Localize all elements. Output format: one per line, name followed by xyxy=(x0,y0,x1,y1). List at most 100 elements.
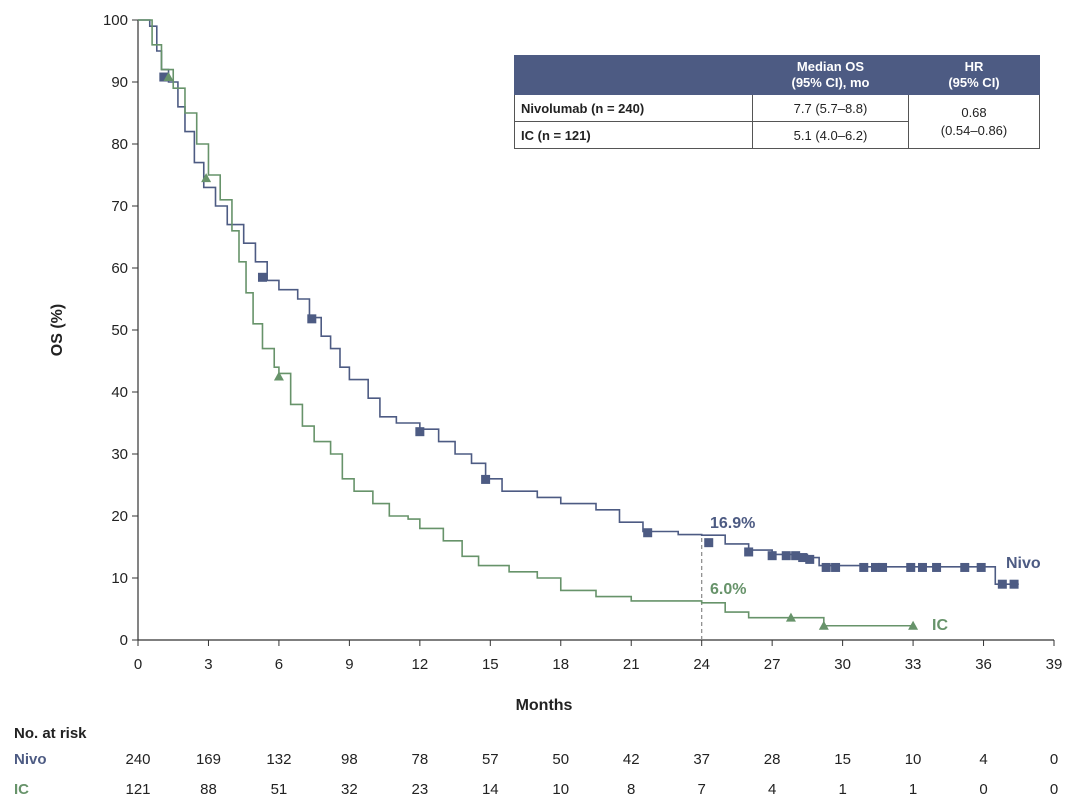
y-tick-label: 100 xyxy=(103,12,128,29)
risk-value: 78 xyxy=(412,751,429,768)
risk-value: 10 xyxy=(905,751,922,768)
censor-marker-square xyxy=(917,562,927,572)
risk-value: 4 xyxy=(768,781,776,798)
censor-marker-square xyxy=(906,562,916,572)
x-tick-label: 30 xyxy=(834,656,851,673)
table-row-median: 7.7 (5.7–8.8) xyxy=(752,94,909,122)
censor-marker-square xyxy=(791,551,801,561)
risk-value: 14 xyxy=(482,781,499,798)
table-header-row: Median OS (95% CI), mo HR (95% CI) xyxy=(514,55,1040,95)
censor-marker-square xyxy=(159,72,169,82)
censor-marker-triangle xyxy=(785,612,796,622)
hr-value: 0.68 xyxy=(961,104,987,120)
x-axis-title: Months xyxy=(516,697,573,714)
series-line-nivo xyxy=(138,19,1019,585)
series-layer xyxy=(138,19,1019,630)
annotation-ic-24mo: 6.0% xyxy=(710,581,746,598)
censor-marker-triangle xyxy=(908,620,919,630)
risk-value: 32 xyxy=(341,781,358,798)
y-tick-label: 10 xyxy=(111,570,128,587)
table-row-arm: IC (n = 121) xyxy=(514,121,753,149)
censor-marker-square xyxy=(781,551,791,561)
table-header-median-text: Median OS (95% CI), mo xyxy=(791,59,870,90)
table-row: IC (n = 121) 5.1 (4.0–6.2) xyxy=(514,121,1040,149)
table-header-hr: HR (95% CI) xyxy=(908,55,1040,95)
censor-marker-square xyxy=(997,579,1007,589)
risk-value: 98 xyxy=(341,751,358,768)
censor-marker-triangle xyxy=(273,371,284,381)
censor-marker-square xyxy=(821,562,831,572)
x-tick-label: 12 xyxy=(412,656,429,673)
censor-marker-triangle xyxy=(163,72,174,82)
censor-marker-square xyxy=(257,272,267,282)
series-line-ic xyxy=(138,19,914,627)
y-tick-label: 0 xyxy=(120,632,128,649)
risk-value: 0 xyxy=(1050,781,1058,798)
y-tick-label: 30 xyxy=(111,446,128,463)
x-tick-label: 6 xyxy=(275,656,283,673)
table-row: Nivolumab (n = 240) 7.7 (5.7–8.8) 0.68 (… xyxy=(514,94,1040,149)
risk-value: 51 xyxy=(271,781,288,798)
x-tick-label: 15 xyxy=(482,656,499,673)
censor-marker-square xyxy=(481,474,491,484)
x-tick-label: 18 xyxy=(552,656,569,673)
y-tick-label: 70 xyxy=(111,198,128,215)
x-tick-label: 39 xyxy=(1046,656,1063,673)
censor-marker-square xyxy=(767,551,777,561)
x-tick-label: 21 xyxy=(623,656,640,673)
risk-row-label-ic: IC xyxy=(14,781,29,798)
risk-value: 88 xyxy=(200,781,217,798)
risk-value: 169 xyxy=(196,751,221,768)
censor-marker-square xyxy=(1009,579,1019,589)
x-tick-label: 33 xyxy=(905,656,922,673)
y-tick-label: 50 xyxy=(111,322,128,339)
y-tick-label: 90 xyxy=(111,74,128,91)
y-tick-label: 80 xyxy=(111,136,128,153)
x-tick-label: 27 xyxy=(764,656,781,673)
risk-row-label-nivo: Nivo xyxy=(14,751,47,768)
table-header-hr-text: HR (95% CI) xyxy=(948,59,1000,90)
censor-marker-square xyxy=(960,562,970,572)
risk-value: 1 xyxy=(838,781,846,798)
y-tick-label: 20 xyxy=(111,508,128,525)
censor-marker-square xyxy=(831,562,841,572)
censor-marker-square xyxy=(805,554,815,564)
table-row-arm: Nivolumab (n = 240) xyxy=(514,94,753,122)
y-axis-title: OS (%) xyxy=(49,304,66,356)
table-header-median: Median OS (95% CI), mo xyxy=(752,55,909,95)
risk-value: 28 xyxy=(764,751,781,768)
table-header-arm xyxy=(514,55,753,95)
risk-value: 23 xyxy=(412,781,429,798)
censor-marker-square xyxy=(878,562,888,572)
hr-ci: (0.54–0.86) xyxy=(940,122,1008,138)
censor-marker-square xyxy=(798,553,808,563)
risk-value: 8 xyxy=(627,781,635,798)
table-row-median: 5.1 (4.0–6.2) xyxy=(752,121,909,149)
annotation-nivo-24mo: 16.9% xyxy=(710,515,755,532)
risk-value: 50 xyxy=(552,751,569,768)
censor-marker-square xyxy=(415,427,425,437)
risk-value: 7 xyxy=(698,781,706,798)
censor-marker-square xyxy=(859,562,869,572)
risk-value: 42 xyxy=(623,751,640,768)
censor-marker-square xyxy=(744,547,754,557)
series-label-nivo: Nivo xyxy=(1006,555,1041,572)
risk-value: 1 xyxy=(909,781,917,798)
y-tick-label: 60 xyxy=(111,260,128,277)
series-label-ic: IC xyxy=(932,617,948,634)
risk-value: 4 xyxy=(979,751,987,768)
risk-value: 121 xyxy=(125,781,150,798)
x-tick-label: 24 xyxy=(693,656,710,673)
x-tick-label: 36 xyxy=(975,656,992,673)
risk-value: 0 xyxy=(1050,751,1058,768)
risk-value: 240 xyxy=(125,751,150,768)
risk-value: 57 xyxy=(482,751,499,768)
label-layer: Months OS (%) Nivo IC 16.9% 6.0% xyxy=(49,304,1041,714)
risk-value: 37 xyxy=(693,751,710,768)
censor-marker-square xyxy=(976,562,986,572)
table-hr-cell: 0.68 (0.54–0.86) xyxy=(908,94,1040,149)
risk-value: 10 xyxy=(552,781,569,798)
